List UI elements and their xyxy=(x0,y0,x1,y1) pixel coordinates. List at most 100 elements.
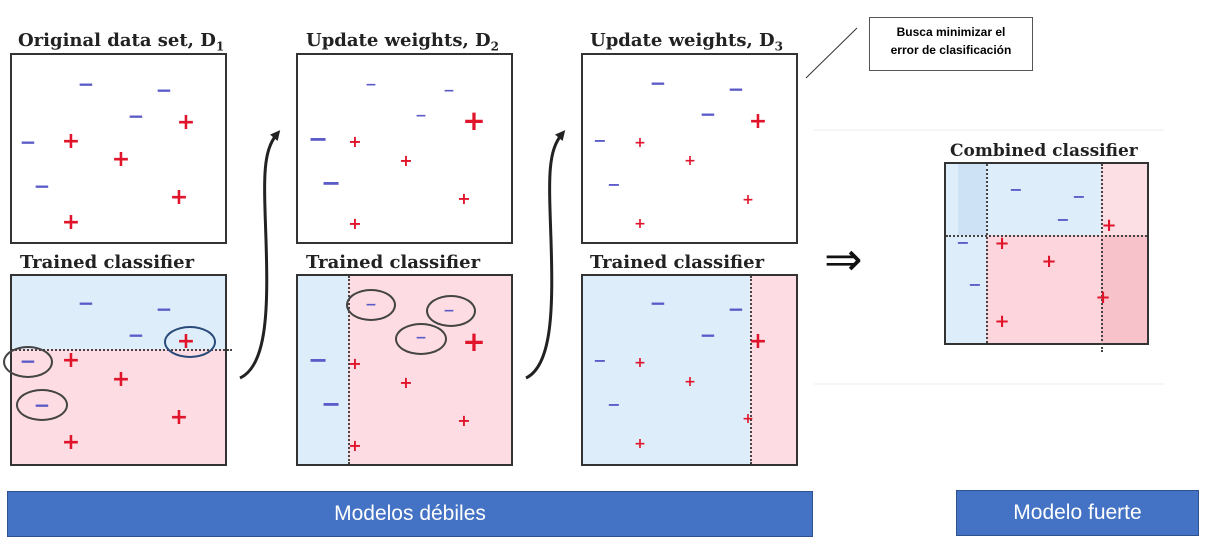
minus-mark: − xyxy=(1072,187,1086,206)
plus-mark: + xyxy=(634,355,646,371)
panel-trained-classifier-3: − − − − − + + + + + xyxy=(581,274,798,466)
minus-mark: − xyxy=(593,351,607,370)
plus-mark: + xyxy=(748,329,768,354)
minus-mark: − xyxy=(127,323,145,347)
minus-mark: − xyxy=(155,78,173,102)
minus-mark: − xyxy=(727,77,745,101)
plus-mark: + xyxy=(176,110,196,135)
plus-mark: + xyxy=(61,348,81,373)
title-trained-classifier-2: Trained classifier xyxy=(306,252,481,273)
minus-mark: − xyxy=(155,297,173,321)
weak-models-label: Modelos débiles xyxy=(7,491,813,537)
decision-boundary xyxy=(348,276,350,464)
misclassified-ring xyxy=(346,289,396,321)
minus-mark: − xyxy=(320,390,342,418)
panel-d1: − − − − − + + + + + xyxy=(10,53,227,244)
plus-mark: + xyxy=(1041,251,1057,272)
plus-mark: + xyxy=(399,151,413,170)
plus-mark: + xyxy=(462,104,486,137)
plus-mark: + xyxy=(348,132,362,151)
decision-boundary xyxy=(946,235,1147,237)
plus-mark: + xyxy=(348,214,362,233)
callout-box: Busca minimizar el error de clasificació… xyxy=(869,17,1033,71)
minus-mark: − xyxy=(607,175,621,194)
misclassified-ring xyxy=(164,326,216,358)
plus-mark: + xyxy=(1101,215,1117,236)
minus-mark: − xyxy=(699,323,717,347)
minus-mark: − xyxy=(593,131,607,150)
plus-mark: + xyxy=(61,210,81,235)
plus-mark: + xyxy=(399,373,413,392)
plus-mark: + xyxy=(169,185,189,210)
plus-mark: + xyxy=(634,216,646,232)
title-update-weights-d2: Update weights, D2 xyxy=(306,30,499,54)
plus-mark: + xyxy=(742,192,754,208)
panel-combined-classifier: − − − − − + + + + + xyxy=(944,162,1149,352)
minus-mark: − xyxy=(727,297,745,321)
minus-mark: − xyxy=(77,72,95,96)
title-original-dataset: Original data set, D1 xyxy=(18,30,225,54)
plus-mark: + xyxy=(462,325,486,358)
minus-mark: − xyxy=(307,346,329,374)
region-plus-top xyxy=(1101,164,1147,235)
misclassified-ring xyxy=(395,323,447,355)
minus-mark: − xyxy=(365,77,377,93)
minus-mark: − xyxy=(607,395,621,414)
misclassified-ring xyxy=(3,346,53,378)
minus-mark: − xyxy=(649,291,667,315)
region-plus-strong xyxy=(1101,235,1147,343)
plus-mark: + xyxy=(634,436,646,452)
panel-d2: − − − − − + + + + + xyxy=(296,53,513,244)
plus-mark: + xyxy=(111,147,131,172)
title-trained-classifier-1: Trained classifier xyxy=(20,252,195,273)
title-combined-classifier: Combined classifier xyxy=(950,141,1138,161)
curved-arrow-1 xyxy=(239,130,281,380)
misclassified-ring xyxy=(16,389,68,421)
plus-mark: + xyxy=(994,233,1010,254)
minus-mark: − xyxy=(19,130,37,154)
region-minus xyxy=(583,276,750,464)
minus-mark: − xyxy=(968,275,982,294)
plus-mark: + xyxy=(457,411,471,430)
panel-d3: − − − − − + + + + + xyxy=(581,53,798,244)
panel-trained-classifier-2: − − − − − + + + + + xyxy=(296,274,513,466)
minus-mark: − xyxy=(956,233,970,252)
minus-mark: − xyxy=(307,125,329,153)
plus-mark: + xyxy=(61,129,81,154)
minus-mark: − xyxy=(415,108,427,124)
region-minus-strong xyxy=(958,164,986,235)
plus-mark: + xyxy=(348,436,362,455)
decision-boundary xyxy=(750,276,752,464)
plus-mark: + xyxy=(634,135,646,151)
misclassified-ring xyxy=(426,295,476,327)
plus-mark: + xyxy=(684,153,696,169)
decision-boundary xyxy=(1101,164,1103,352)
minus-mark: − xyxy=(127,104,145,128)
region-plus xyxy=(750,276,796,464)
minus-mark: − xyxy=(443,83,455,99)
plus-mark: + xyxy=(684,374,696,390)
callout-line-2: error de clasificación xyxy=(890,43,1012,57)
callout-pointer-line xyxy=(805,27,858,79)
plus-mark: + xyxy=(1095,287,1111,308)
callout-line-1: Busca minimizar el xyxy=(896,25,1006,39)
plus-mark: + xyxy=(111,367,131,392)
decision-boundary xyxy=(12,349,232,351)
plus-mark: + xyxy=(994,311,1010,332)
strong-model-label: Modelo fuerte xyxy=(956,490,1199,536)
plus-mark: + xyxy=(348,354,362,373)
curved-arrow-2 xyxy=(525,130,566,380)
plus-mark: + xyxy=(61,430,81,455)
plus-mark: + xyxy=(169,405,189,430)
plus-mark: + xyxy=(748,109,768,134)
region-minus xyxy=(298,276,348,464)
minus-mark: − xyxy=(320,169,342,197)
minus-mark: − xyxy=(33,174,51,198)
minus-mark: − xyxy=(1009,180,1023,199)
decision-boundary xyxy=(986,164,988,343)
implies-arrow-icon: ⇒ xyxy=(824,232,863,286)
title-trained-classifier-3: Trained classifier xyxy=(590,252,765,273)
minus-mark: − xyxy=(1056,210,1070,229)
plus-mark: + xyxy=(742,411,754,427)
